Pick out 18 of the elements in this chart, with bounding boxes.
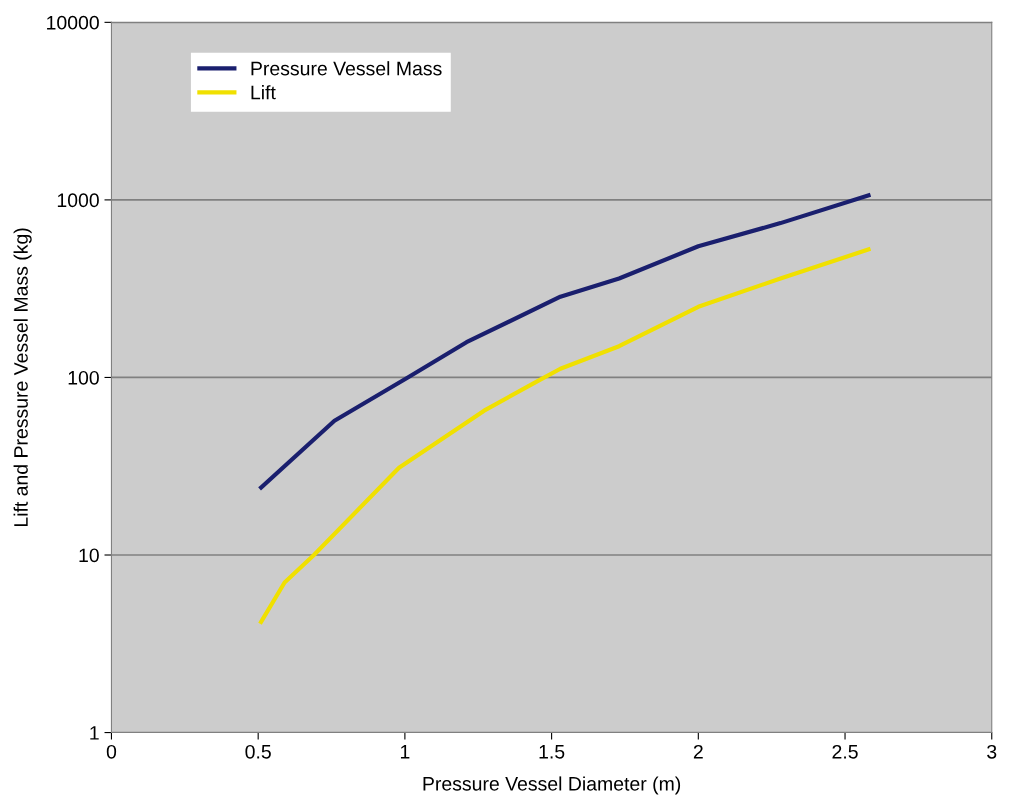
line-series: [259, 247, 871, 624]
line-series: [259, 193, 871, 490]
x-tick-label: 3: [987, 744, 997, 759]
y-tick-label: 1000: [57, 193, 99, 208]
y-tick-label: 10: [79, 548, 99, 563]
x-tick-label: 2: [693, 744, 703, 759]
x-tick-label: 1: [400, 745, 410, 759]
x-axis-title: Pressure Vessel Diameter (m): [423, 776, 681, 795]
x-tick-label: 0.5: [245, 744, 271, 759]
x-tick-label: 2.5: [832, 744, 858, 759]
y-tick-label: 100: [68, 370, 99, 385]
y-tick-label: 1: [90, 726, 99, 740]
legend-label: Lift: [251, 85, 276, 100]
legend-label: Pressure Vessel Mass: [251, 61, 442, 76]
y-tick-label: 10000: [47, 15, 99, 30]
x-tick-label: 0: [106, 744, 117, 759]
x-tick-label: 1.5: [539, 745, 565, 759]
y-axis-title: Lift and Pressure Vessel Mass (kg): [13, 228, 32, 527]
